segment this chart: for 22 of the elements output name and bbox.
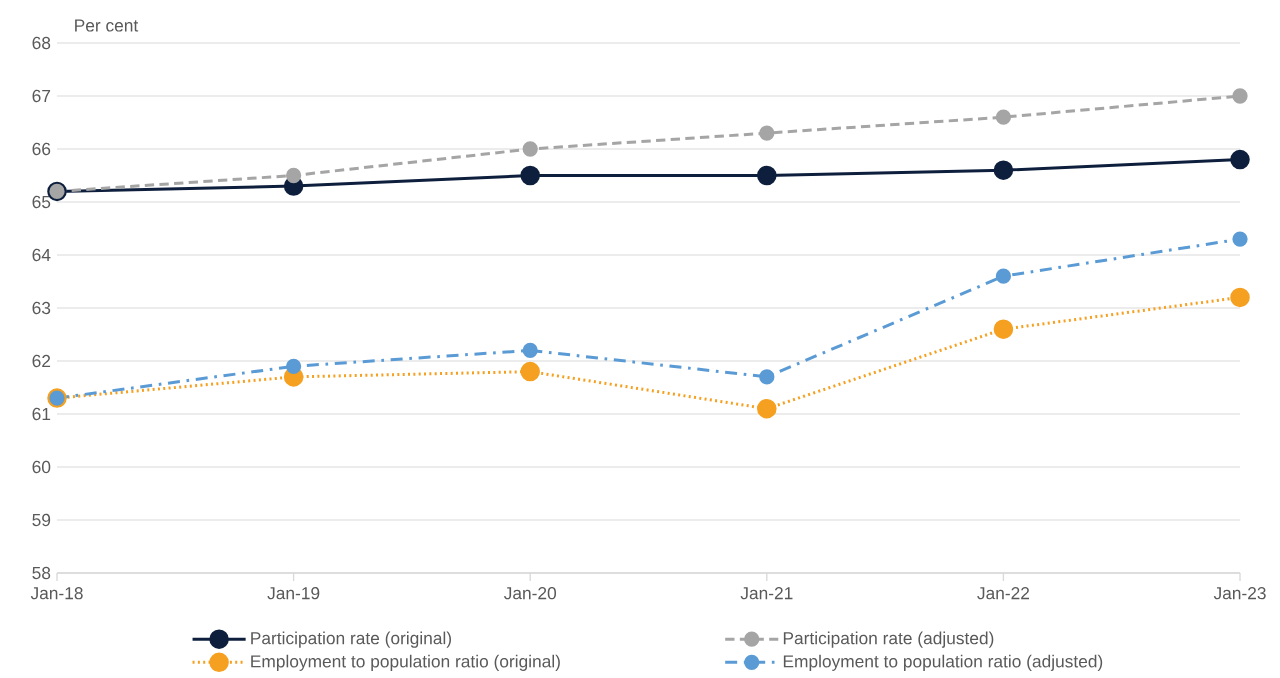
x-tick-label: Jan-19 xyxy=(267,587,320,600)
y-tick-label: 59 xyxy=(32,513,51,527)
x-tick-label: Jan-23 xyxy=(1213,587,1266,600)
y-tick-label: 61 xyxy=(32,407,51,421)
y-tick-label: 63 xyxy=(32,301,51,315)
legend-label: Employment to population ratio (adjusted) xyxy=(783,654,1103,671)
legend-label: Participation rate (original) xyxy=(251,631,452,648)
x-tick-label: Jan-18 xyxy=(30,587,83,600)
y-tick-label: 58 xyxy=(32,566,51,580)
y-tick-label: 60 xyxy=(32,460,51,474)
y-tick-label: 65 xyxy=(32,195,51,209)
y-tick-label: 68 xyxy=(32,36,51,50)
y-tick-label: 62 xyxy=(32,354,51,368)
y-tick-label: 66 xyxy=(32,142,51,156)
legend-label: Participation rate (adjusted) xyxy=(783,631,994,648)
y-axis-title: Per cent xyxy=(75,19,139,32)
y-tick-label: 64 xyxy=(32,248,51,262)
x-tick-label: Jan-22 xyxy=(977,587,1030,600)
x-tick-label: Jan-20 xyxy=(503,587,557,600)
x-tick-label: Jan-21 xyxy=(740,587,793,600)
legend-label: Employment to population ratio (original) xyxy=(251,654,560,671)
y-tick-label: 67 xyxy=(32,89,51,103)
